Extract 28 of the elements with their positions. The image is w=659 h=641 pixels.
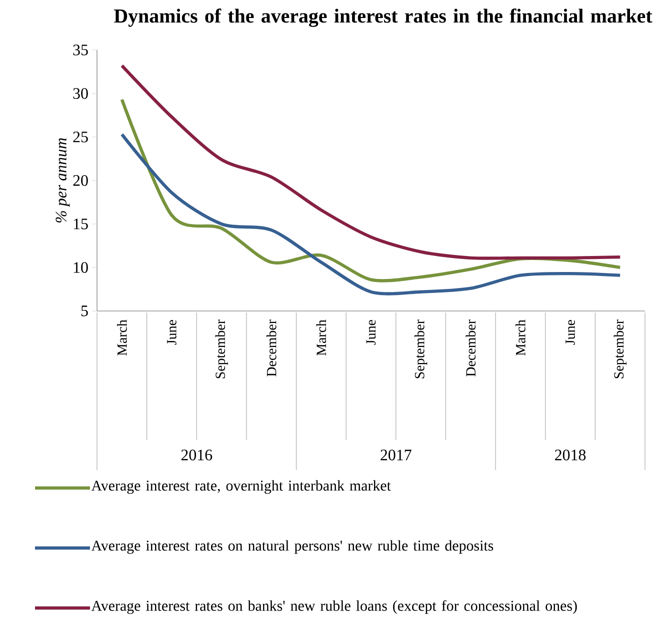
x-tick-label: December <box>466 320 476 376</box>
x-tick-label: September <box>215 320 228 378</box>
y-tick-label: 25 <box>73 132 88 142</box>
y-tick-label: 5 <box>81 306 88 316</box>
x-tick-label: June <box>167 320 176 345</box>
y-axis-title: % per annum <box>56 138 70 223</box>
line-series <box>120 64 622 260</box>
y-tick-label: 10 <box>74 262 88 273</box>
chart-title: Dynamics of the average interest rates in the financial market <box>114 8 652 27</box>
y-tick-label: 20 <box>73 175 88 186</box>
x-tick-label: June <box>566 320 575 345</box>
x-tick-label: March <box>316 320 326 356</box>
line-series <box>120 98 622 282</box>
legend-label: Average interest rate, overnight interbank market <box>91 480 391 494</box>
x-tick-label: March <box>117 320 127 356</box>
x-tick-label: December <box>266 320 276 376</box>
legend-label: Average interest rates on banks' new ruble loans (except for concessional ones) <box>91 600 577 614</box>
x-tick-label: September <box>414 320 428 378</box>
legend-label: Average interest rates on natural persons' new ruble time deposits <box>91 540 494 554</box>
y-tick-label: 15 <box>74 218 88 230</box>
y-tick-label: 35 <box>73 44 88 56</box>
text: 2018 <box>555 450 586 460</box>
y-tick-label: 30 <box>73 88 88 99</box>
x-tick-label: September <box>614 320 626 378</box>
x-tick-label: March <box>516 320 526 356</box>
x-tick-label: June <box>366 320 376 345</box>
text: 2017 <box>380 450 412 460</box>
text: 2016 <box>181 450 212 460</box>
